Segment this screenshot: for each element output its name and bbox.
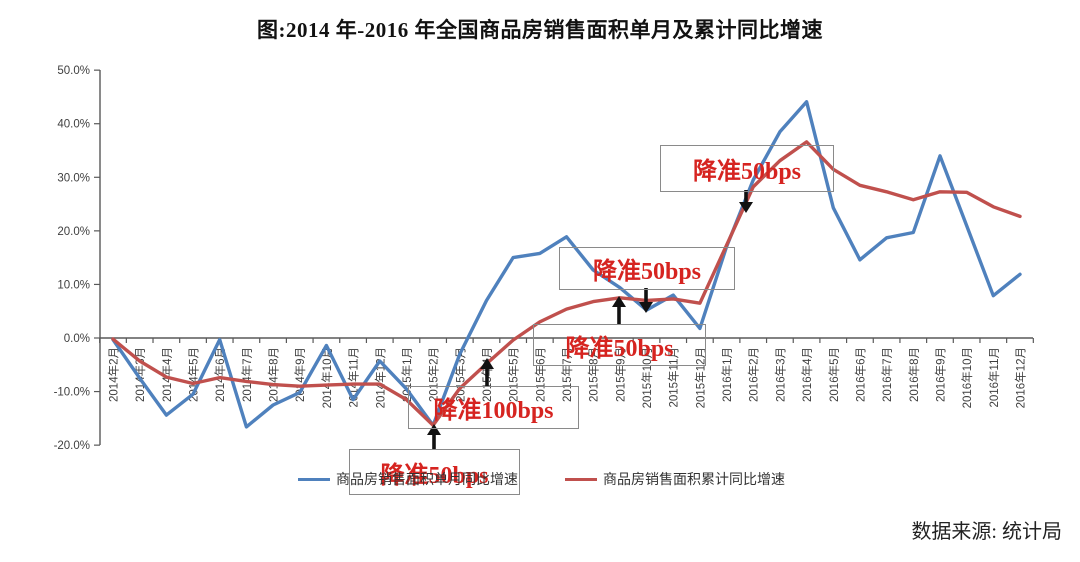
x-tick-label: 2015年2月 bbox=[427, 347, 441, 402]
annotation-box: 降准100bps bbox=[408, 386, 579, 429]
arrow-down-icon bbox=[639, 302, 653, 313]
legend-swatch-monthly bbox=[298, 477, 330, 481]
x-tick-label: 2015年8月 bbox=[587, 347, 601, 402]
x-tick-label: 2016年3月 bbox=[773, 347, 787, 402]
x-tick-label: 2014年10月 bbox=[320, 347, 334, 408]
x-tick-label: 2014年2月 bbox=[107, 347, 121, 402]
y-tick-label: 40.0% bbox=[57, 119, 90, 131]
chart-legend: 商品房销售面积单月同比增速 商品房销售面积累计同比增速 bbox=[298, 469, 785, 489]
arrow-up-icon bbox=[612, 296, 626, 307]
x-tick-label: 2015年6月 bbox=[533, 347, 547, 402]
y-tick-label: 0.0% bbox=[64, 333, 90, 345]
x-tick-label: 2015年7月 bbox=[560, 347, 574, 402]
y-tick-label: -10.0% bbox=[54, 387, 90, 399]
x-tick-label: 2015年10月 bbox=[640, 347, 654, 408]
x-tick-label: 2016年5月 bbox=[827, 347, 841, 402]
series-line-monthly bbox=[111, 100, 1022, 429]
x-tick-label: 2014年7月 bbox=[240, 347, 254, 402]
annotation-label: 降准100bps bbox=[433, 398, 554, 424]
arrow-up-icon bbox=[480, 358, 494, 369]
x-tick-label: 2016年10月 bbox=[960, 347, 974, 408]
x-tick-label: 2015年12月 bbox=[693, 347, 707, 408]
x-tick-label: 2014年4月 bbox=[160, 347, 174, 402]
y-tick-label: 10.0% bbox=[57, 279, 90, 291]
x-tick-label: 2015年9月 bbox=[613, 347, 627, 402]
annotation-label: 降准50bps bbox=[592, 259, 702, 285]
x-tick-label: 2014年3月 bbox=[133, 347, 147, 402]
x-tick-label: 2016年1月 bbox=[720, 347, 734, 402]
y-tick-label: -20.0% bbox=[54, 440, 90, 452]
x-tick-label: 2016年7月 bbox=[880, 347, 894, 402]
x-tick-label: 2014年12月 bbox=[373, 347, 387, 408]
legend-item-cumulative: 商品房销售面积累计同比增速 bbox=[565, 469, 785, 489]
x-tick-label: 2014年6月 bbox=[213, 347, 227, 402]
arrow-down-icon bbox=[739, 202, 753, 213]
source-note: 数据来源: 统计局 bbox=[911, 521, 1062, 543]
series-line-cumulative bbox=[111, 140, 1022, 427]
legend-swatch-cumulative bbox=[565, 477, 597, 481]
x-tick-label: 2016年6月 bbox=[853, 347, 867, 402]
x-tick-label: 2016年12月 bbox=[1013, 347, 1027, 408]
x-tick-label: 2015年5月 bbox=[507, 347, 521, 402]
y-tick-label: 50.0% bbox=[57, 65, 90, 77]
annotation-label: 降准50bps bbox=[565, 335, 674, 362]
x-tick-label: 2016年8月 bbox=[907, 347, 921, 402]
legend-label-monthly: 商品房销售面积单月同比增速 bbox=[336, 471, 518, 487]
annotation-box: 降准50bps bbox=[349, 449, 520, 495]
x-tick-label: 2016年9月 bbox=[933, 347, 947, 402]
annotation-box: 降准50bps bbox=[660, 145, 834, 192]
arrow-up-icon bbox=[427, 424, 441, 435]
annotation-box: 降准50bps bbox=[559, 247, 735, 290]
legend-label-cumulative: 商品房销售面积累计同比增速 bbox=[603, 471, 785, 487]
annotation-label: 降准50bps bbox=[380, 462, 489, 489]
x-tick-label: 2016年2月 bbox=[747, 347, 761, 402]
annotation-box: 降准50bps bbox=[533, 324, 706, 366]
y-tick-label: 30.0% bbox=[57, 172, 90, 184]
annotation-label: 降准50bps bbox=[692, 159, 802, 185]
chart-title: 图:2014 年-2016 年全国商品房销售面积单月及累计同比增速 bbox=[257, 18, 823, 42]
x-tick-label: 2015年11月 bbox=[667, 347, 681, 408]
y-tick-label: 20.0% bbox=[57, 226, 90, 238]
legend-item-monthly: 商品房销售面积单月同比增速 bbox=[298, 469, 518, 489]
x-tick-label: 2014年8月 bbox=[267, 347, 281, 402]
x-tick-label: 2016年11月 bbox=[987, 347, 1001, 408]
x-tick-label: 2016年4月 bbox=[800, 347, 814, 402]
